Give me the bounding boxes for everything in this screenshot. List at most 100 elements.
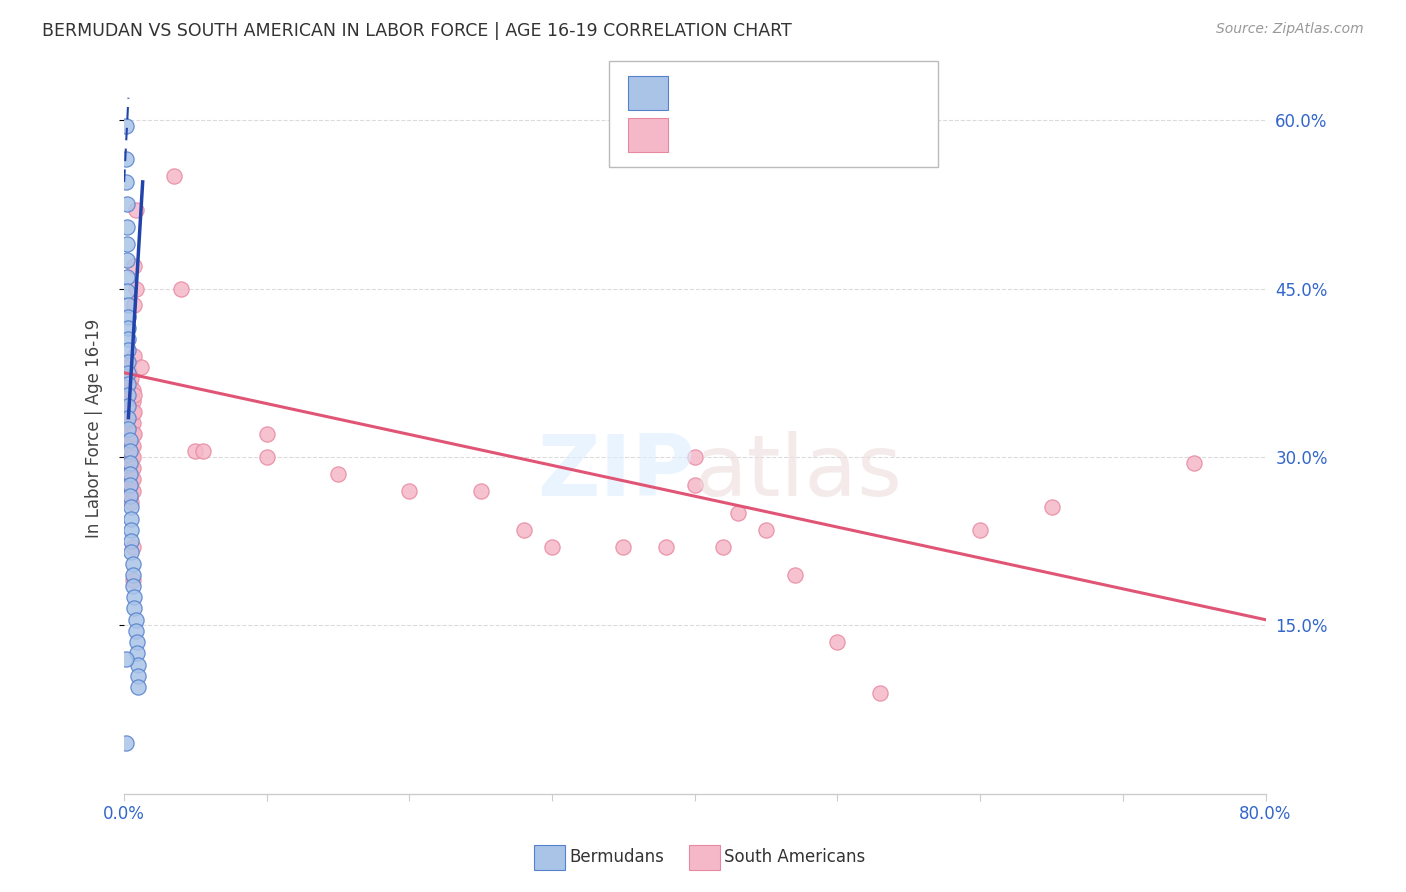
Point bbox=[121, 383, 143, 397]
Point bbox=[117, 376, 139, 391]
Point bbox=[127, 657, 149, 672]
Point bbox=[118, 467, 141, 481]
Point bbox=[118, 410, 141, 425]
Point bbox=[121, 461, 143, 475]
Point bbox=[869, 686, 891, 700]
Point bbox=[117, 388, 139, 402]
Point bbox=[121, 417, 143, 431]
Text: atlas: atlas bbox=[695, 431, 903, 514]
Point bbox=[120, 495, 142, 509]
Text: 0.240: 0.240 bbox=[714, 83, 773, 103]
Point bbox=[122, 259, 145, 273]
Point bbox=[117, 439, 139, 453]
Point bbox=[118, 422, 141, 436]
Point bbox=[118, 489, 141, 503]
Point bbox=[121, 427, 143, 442]
Point bbox=[124, 281, 146, 295]
Point bbox=[117, 400, 139, 414]
Point bbox=[124, 202, 146, 217]
Point bbox=[117, 371, 139, 385]
Point bbox=[125, 635, 148, 649]
Point bbox=[114, 652, 136, 666]
Point bbox=[117, 393, 139, 408]
Point bbox=[121, 567, 143, 582]
Text: N =: N = bbox=[773, 83, 815, 103]
Text: R =: R = bbox=[679, 83, 720, 103]
Point bbox=[117, 360, 139, 375]
Point bbox=[122, 349, 145, 363]
Point bbox=[120, 511, 142, 525]
Point bbox=[122, 298, 145, 312]
Point bbox=[114, 153, 136, 167]
Point bbox=[114, 405, 136, 419]
Point bbox=[117, 405, 139, 419]
Point bbox=[120, 450, 142, 464]
Point bbox=[256, 427, 278, 442]
Point bbox=[120, 439, 142, 453]
Point bbox=[163, 169, 186, 184]
Point bbox=[129, 360, 152, 375]
Point bbox=[118, 478, 141, 492]
Point bbox=[114, 119, 136, 133]
Point bbox=[118, 376, 141, 391]
Point bbox=[120, 545, 142, 559]
Point bbox=[541, 540, 564, 554]
Point bbox=[118, 433, 141, 447]
Point bbox=[727, 506, 749, 520]
Point bbox=[121, 393, 143, 408]
Point bbox=[120, 427, 142, 442]
Point bbox=[115, 366, 138, 380]
Point bbox=[115, 376, 138, 391]
Point bbox=[115, 422, 138, 436]
Point bbox=[711, 540, 734, 554]
Point bbox=[121, 483, 143, 498]
Point bbox=[115, 433, 138, 447]
Point bbox=[117, 354, 139, 368]
Point bbox=[122, 427, 145, 442]
Point bbox=[120, 472, 142, 486]
Point bbox=[121, 472, 143, 486]
Point bbox=[114, 417, 136, 431]
Point bbox=[326, 467, 349, 481]
Point bbox=[118, 467, 141, 481]
Point bbox=[121, 540, 143, 554]
Point bbox=[118, 456, 141, 470]
Text: 108: 108 bbox=[815, 125, 855, 145]
Point bbox=[115, 236, 138, 251]
Point bbox=[121, 557, 143, 571]
Point bbox=[121, 439, 143, 453]
Point bbox=[170, 281, 193, 295]
Point bbox=[655, 540, 678, 554]
Point bbox=[117, 422, 139, 436]
Point bbox=[1182, 456, 1205, 470]
Point bbox=[122, 591, 145, 605]
Point bbox=[256, 450, 278, 464]
Point bbox=[124, 624, 146, 638]
Point bbox=[512, 523, 534, 537]
Point bbox=[118, 433, 141, 447]
Point bbox=[969, 523, 991, 537]
Point bbox=[398, 483, 420, 498]
Text: N =: N = bbox=[773, 125, 815, 145]
Text: R =: R = bbox=[679, 125, 720, 145]
Point bbox=[120, 500, 142, 515]
Text: ZIP: ZIP bbox=[537, 431, 695, 514]
Point bbox=[115, 197, 138, 211]
Point bbox=[114, 736, 136, 750]
Point bbox=[114, 360, 136, 375]
Point bbox=[783, 567, 806, 582]
Point bbox=[118, 366, 141, 380]
Point bbox=[114, 175, 136, 189]
Point bbox=[115, 270, 138, 285]
Point bbox=[114, 393, 136, 408]
Text: 46: 46 bbox=[815, 83, 841, 103]
Point bbox=[114, 383, 136, 397]
Point bbox=[120, 405, 142, 419]
Point bbox=[117, 450, 139, 464]
Point bbox=[118, 456, 141, 470]
Point bbox=[124, 613, 146, 627]
Point bbox=[1040, 500, 1063, 515]
Point bbox=[122, 405, 145, 419]
Point bbox=[118, 444, 141, 458]
Point bbox=[115, 400, 138, 414]
